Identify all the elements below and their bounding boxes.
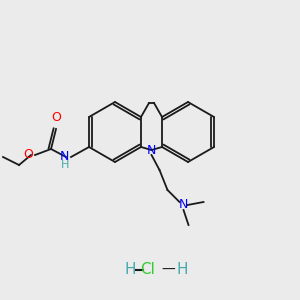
Text: —: —	[161, 263, 175, 277]
Text: H: H	[124, 262, 136, 278]
Text: O: O	[23, 148, 33, 161]
Text: N: N	[147, 143, 156, 157]
Text: N: N	[60, 151, 69, 164]
Text: Cl: Cl	[141, 262, 155, 278]
Text: H: H	[176, 262, 188, 278]
Text: O: O	[51, 111, 61, 124]
Text: H: H	[61, 160, 69, 170]
Text: N: N	[179, 199, 188, 212]
